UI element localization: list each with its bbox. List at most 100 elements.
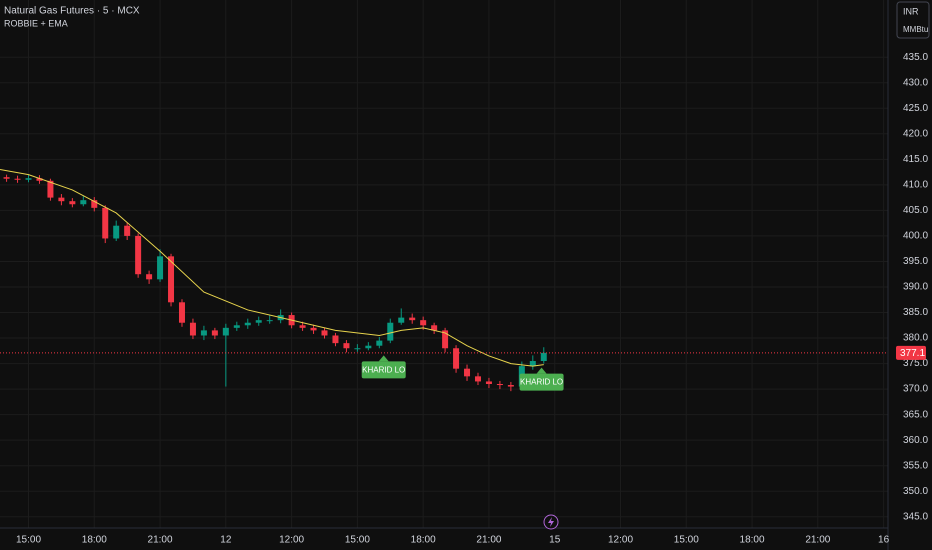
candle-body — [398, 317, 405, 323]
candle-body — [376, 340, 383, 346]
candle-body — [332, 335, 339, 344]
x-tick-label: 21:00 — [805, 535, 830, 546]
x-tick-label: 15:00 — [345, 535, 370, 546]
currency: INR — [903, 6, 919, 16]
y-tick-label: 360.0 — [903, 435, 928, 446]
y-tick-label: 385.0 — [903, 307, 928, 318]
candle-body — [507, 385, 514, 387]
signal-pointer — [536, 367, 547, 374]
candle-body — [540, 352, 547, 362]
candle-body — [113, 225, 120, 239]
candle-body — [157, 256, 164, 280]
x-tick-label: 12:00 — [279, 535, 304, 546]
candle-body — [485, 381, 492, 384]
x-tick-label: 16 — [878, 535, 890, 546]
candle-body — [25, 178, 32, 180]
y-tick-label: 420.0 — [903, 128, 928, 139]
y-tick-label: 425.0 — [903, 103, 928, 114]
candle-body — [442, 330, 449, 349]
candle-body — [387, 322, 394, 341]
candle-body — [244, 322, 251, 326]
x-tick-label: 12 — [220, 535, 232, 546]
y-tick-label: 380.0 — [903, 333, 928, 344]
candle-body — [222, 327, 229, 336]
candle-body — [102, 207, 109, 239]
y-tick-label: 365.0 — [903, 409, 928, 420]
candle-body — [211, 330, 218, 336]
x-tick-label: 18:00 — [82, 535, 107, 546]
candle-body — [496, 384, 503, 386]
candle-body — [464, 368, 471, 377]
candle-body — [178, 302, 185, 323]
candle-body — [135, 235, 142, 275]
last-price-box — [896, 345, 926, 360]
candle-body — [200, 330, 207, 336]
candle-body — [343, 343, 350, 349]
y-tick-label: 390.0 — [903, 282, 928, 293]
y-tick-label: 430.0 — [903, 77, 928, 88]
y-tick-label: 350.0 — [903, 486, 928, 497]
event-icon — [548, 517, 554, 527]
candle-body — [299, 325, 306, 328]
candle-body — [14, 178, 21, 180]
candle-body — [321, 330, 328, 336]
axes: 345.0 350.0 355.0 360.0 365.0 370.0 375.0 380.0… — [16, 52, 928, 546]
signal-box — [519, 373, 564, 391]
candle-body — [69, 201, 76, 205]
candle-body — [47, 180, 54, 198]
signal-label: KHARID LO — [520, 378, 563, 387]
candle-body — [474, 376, 481, 382]
candle-body — [58, 197, 65, 202]
ema-line — [0, 169, 544, 367]
x-tick-label: 15 — [549, 535, 561, 546]
signal-label: KHARID LO — [362, 365, 405, 374]
candle-body — [3, 177, 10, 179]
candle-body — [146, 274, 153, 280]
x-tick-label: 12:00 — [608, 535, 633, 546]
y-tick-label: 345.0 — [903, 511, 928, 522]
candle-body — [266, 320, 273, 322]
y-tick-label: 355.0 — [903, 460, 928, 471]
candle-body — [36, 178, 43, 181]
candle-body — [409, 317, 416, 321]
unit: MMBtu — [903, 25, 928, 34]
x-tick-label: 21:00 — [148, 535, 173, 546]
plot: KHARID LO KHARID LO — [0, 169, 888, 392]
candle-body — [529, 361, 536, 367]
y-tick-label: 415.0 — [903, 154, 928, 165]
y-tick-label: 395.0 — [903, 256, 928, 267]
candle-body — [310, 327, 317, 331]
x-tick-label: 15:00 — [16, 535, 41, 546]
y-tick-label: 435.0 — [903, 52, 928, 63]
y-tick-label: 370.0 — [903, 384, 928, 395]
chart-title: Natural Gas Futures · 5 · MCX — [4, 6, 140, 17]
last-price-label: 377.1 — [900, 348, 925, 359]
y-tick-label: 400.0 — [903, 231, 928, 242]
signal-pointer — [378, 355, 389, 362]
y-tick-label: 410.0 — [903, 179, 928, 190]
unit-box[interactable] — [896, 1, 930, 39]
x-tick-label: 18:00 — [411, 535, 436, 546]
candle-body — [189, 322, 196, 336]
y-tick-label: 405.0 — [903, 205, 928, 216]
x-tick-label: 15:00 — [674, 535, 699, 546]
candle-body — [168, 256, 175, 303]
candle-body — [420, 320, 427, 326]
x-tick-label: 18:00 — [740, 535, 765, 546]
x-tick-label: 21:00 — [476, 535, 501, 546]
candle-body — [431, 325, 438, 331]
candle-body — [124, 225, 131, 236]
candle-body — [91, 200, 98, 208]
candle-body — [453, 348, 460, 369]
indicator-name: ROBBIE + EMA — [4, 18, 68, 28]
candle-body — [233, 325, 240, 328]
signal-box — [361, 361, 406, 379]
y-tick-label: 375.0 — [903, 358, 928, 369]
candle-body — [354, 348, 361, 350]
candle-body — [365, 345, 372, 349]
candle-body — [255, 320, 262, 323]
candle-body — [80, 200, 87, 205]
